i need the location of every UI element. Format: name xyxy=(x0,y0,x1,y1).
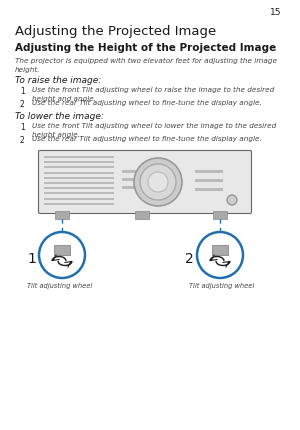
Text: 1: 1 xyxy=(27,252,36,266)
Circle shape xyxy=(148,172,168,192)
Text: To raise the image:: To raise the image: xyxy=(15,76,101,85)
Circle shape xyxy=(39,232,85,278)
Bar xyxy=(122,186,140,188)
Bar xyxy=(44,161,114,163)
Bar xyxy=(44,198,114,200)
Bar xyxy=(213,211,227,219)
Bar xyxy=(195,179,223,181)
Bar xyxy=(195,170,223,172)
Text: 2: 2 xyxy=(20,136,25,145)
Text: Adjusting the Projected Image: Adjusting the Projected Image xyxy=(15,25,216,38)
Bar xyxy=(122,170,140,172)
Text: 2: 2 xyxy=(20,100,25,109)
Bar xyxy=(54,245,70,255)
Bar xyxy=(195,188,223,190)
Bar xyxy=(44,182,114,184)
Text: Tilt adjusting wheel: Tilt adjusting wheel xyxy=(189,283,255,289)
Text: To lower the image:: To lower the image: xyxy=(15,112,104,121)
Text: 1: 1 xyxy=(20,123,25,132)
Bar xyxy=(44,192,114,194)
FancyBboxPatch shape xyxy=(38,150,251,214)
Circle shape xyxy=(227,195,237,205)
Bar xyxy=(44,187,114,189)
Bar xyxy=(44,177,114,179)
Text: Use the front Tilt adjusting wheel to lower the image to the desired
height angl: Use the front Tilt adjusting wheel to lo… xyxy=(32,123,276,138)
Bar xyxy=(122,178,140,181)
Bar xyxy=(44,172,114,174)
Text: 1: 1 xyxy=(20,87,25,96)
Bar xyxy=(212,245,228,255)
Circle shape xyxy=(197,232,243,278)
Bar xyxy=(44,166,114,169)
Circle shape xyxy=(134,158,182,206)
Text: Use the front Tilt adjusting wheel to raise the image to the desired
height and : Use the front Tilt adjusting wheel to ra… xyxy=(32,87,274,102)
Text: Adjusting the Height of the Projected Image: Adjusting the Height of the Projected Im… xyxy=(15,43,276,53)
Text: 15: 15 xyxy=(270,8,281,17)
Circle shape xyxy=(140,164,176,200)
Text: Use the rear Tilt adjusting wheel to fine-tune the display angle.: Use the rear Tilt adjusting wheel to fin… xyxy=(32,100,262,106)
Bar xyxy=(44,156,114,158)
Text: The projector is equipped with two elevator feet for adjusting the image
height.: The projector is equipped with two eleva… xyxy=(15,58,277,73)
Text: Tilt adjusting wheel: Tilt adjusting wheel xyxy=(27,283,93,289)
Bar xyxy=(135,211,149,219)
Text: English: English xyxy=(292,153,297,178)
Bar xyxy=(55,211,69,219)
Text: Use the rear Tilt adjusting wheel to fine-tune the display angle.: Use the rear Tilt adjusting wheel to fin… xyxy=(32,136,262,142)
Bar xyxy=(44,203,114,205)
Text: 2: 2 xyxy=(185,252,194,266)
